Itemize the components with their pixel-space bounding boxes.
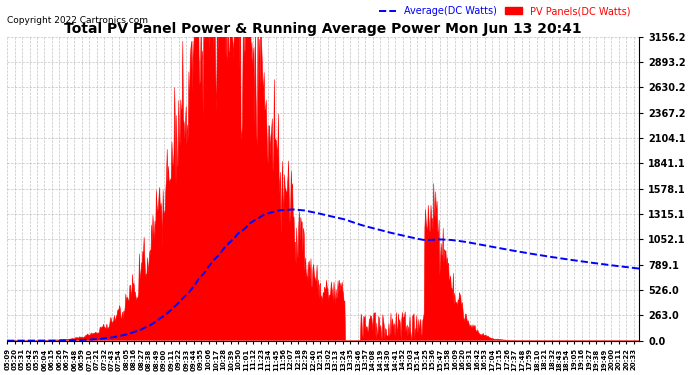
Title: Total PV Panel Power & Running Average Power Mon Jun 13 20:41: Total PV Panel Power & Running Average P… [64,22,582,36]
Text: Copyright 2022 Cartronics.com: Copyright 2022 Cartronics.com [7,16,148,25]
Legend: Average(DC Watts), PV Panels(DC Watts): Average(DC Watts), PV Panels(DC Watts) [375,2,634,20]
